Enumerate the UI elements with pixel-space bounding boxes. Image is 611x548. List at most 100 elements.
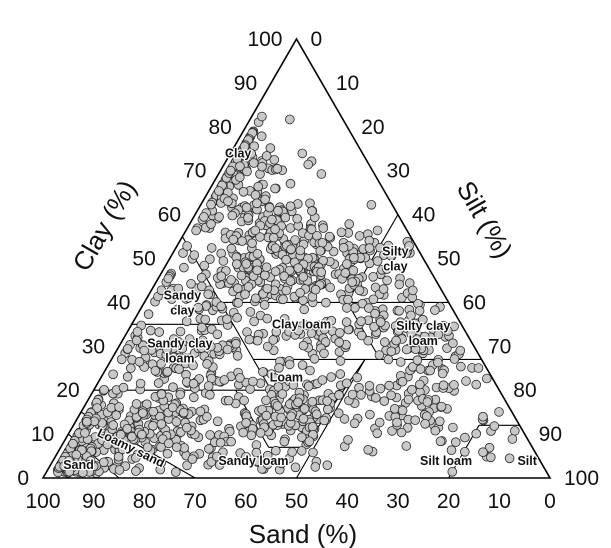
- data-point-532: [245, 307, 256, 317]
- data-point-1074: [270, 445, 281, 456]
- data-point-1346: [455, 345, 466, 356]
- data-point-274: [307, 206, 317, 216]
- data-point-655: [334, 327, 345, 338]
- data-point-1374: [415, 364, 426, 374]
- region-label-silty-clay-loam: Silty clay loam: [396, 319, 450, 348]
- data-point-1388: [507, 434, 518, 444]
- data-point-780: [139, 345, 150, 356]
- data-point-1169: [113, 451, 124, 462]
- clay-tick-9: 90: [234, 72, 257, 95]
- data-point-1257: [78, 467, 88, 478]
- data-point-389: [378, 284, 389, 294]
- data-point-1197: [137, 429, 147, 440]
- data-point-1068: [223, 395, 234, 406]
- data-point-1053: [150, 365, 161, 376]
- data-point-936: [298, 413, 309, 424]
- data-point-1322: [446, 445, 457, 456]
- data-point-359: [317, 238, 328, 248]
- data-point-484: [293, 263, 304, 273]
- data-points: [52, 111, 520, 479]
- data-point-778: [206, 341, 216, 352]
- data-point-1370: [494, 407, 504, 417]
- data-point-695: [156, 285, 167, 296]
- data-point-534: [163, 273, 174, 284]
- data-point-1318: [447, 466, 458, 477]
- region-label-silty-clay: Silty clay: [382, 244, 408, 273]
- data-point-140: [178, 248, 188, 258]
- data-point-285: [295, 245, 306, 256]
- data-point-535: [173, 283, 184, 294]
- data-point-227: [344, 219, 355, 229]
- data-point-673: [319, 324, 330, 335]
- data-point-725: [231, 338, 241, 349]
- clay-tick-7: 70: [183, 160, 206, 183]
- data-point-939: [276, 412, 286, 423]
- data-point-449: [316, 267, 327, 278]
- data-point-445: [236, 270, 247, 281]
- data-point-1172: [122, 423, 133, 434]
- data-point-1087: [118, 382, 129, 393]
- clay-tick-10: 100: [247, 28, 282, 51]
- data-point-295: [255, 232, 265, 242]
- silt-tick-6: 60: [463, 291, 486, 314]
- data-point-492: [250, 293, 261, 304]
- data-point-740: [222, 344, 233, 355]
- data-point-1415: [310, 462, 321, 472]
- data-point-572: [449, 321, 459, 332]
- data-point-1394: [162, 448, 173, 459]
- data-point-938: [304, 436, 315, 447]
- data-point-526: [222, 314, 232, 325]
- data-point-645: [271, 326, 282, 337]
- data-point-287: [286, 244, 296, 255]
- data-point-429: [285, 276, 296, 286]
- data-point-839: [273, 382, 284, 392]
- data-point-1185: [108, 420, 118, 430]
- data-point-641: [268, 335, 279, 345]
- data-point-226: [264, 202, 275, 213]
- data-point-1368: [449, 380, 459, 390]
- silt-tick-8: 80: [513, 379, 536, 402]
- data-point-485: [347, 277, 358, 287]
- data-point-308: [247, 238, 257, 249]
- data-point-902: [272, 401, 283, 411]
- data-point-1391: [163, 438, 174, 449]
- data-point-499: [295, 287, 305, 298]
- data-point-1337: [435, 436, 446, 447]
- sand-tick-7: 70: [183, 490, 206, 513]
- data-point-1323: [389, 403, 400, 414]
- data-point-1021: [108, 369, 118, 380]
- data-point-870: [307, 396, 318, 407]
- silt-tick-3: 30: [387, 160, 410, 183]
- data-point-929: [319, 415, 330, 426]
- data-point-1315: [347, 389, 358, 400]
- data-point-913: [296, 432, 307, 443]
- data-point-1081: [202, 411, 212, 422]
- data-point-771: [143, 309, 154, 320]
- data-point-1378: [436, 401, 447, 412]
- data-point-1193: [171, 442, 182, 453]
- data-point-530: [197, 322, 207, 333]
- data-point-119: [270, 183, 280, 194]
- data-point-1354: [386, 390, 396, 401]
- data-point-1382: [485, 452, 496, 463]
- data-point-785: [173, 336, 183, 347]
- data-point-1352: [473, 363, 484, 373]
- data-point-272: [281, 254, 291, 265]
- clay-tick-4: 40: [107, 291, 130, 314]
- data-point-1331: [379, 396, 390, 406]
- data-point-766: [212, 329, 223, 340]
- region-label-clay-loam: Clay loam: [272, 318, 331, 332]
- data-point-1383: [471, 428, 482, 439]
- data-point-335: [372, 256, 383, 266]
- data-point-669: [341, 317, 352, 327]
- data-point-931: [286, 411, 296, 422]
- data-point-44: [297, 148, 308, 159]
- data-point-126: [316, 169, 327, 179]
- data-point-1341: [434, 416, 445, 427]
- data-point-127: [225, 165, 236, 176]
- data-point-821: [284, 359, 295, 370]
- data-point-589: [383, 354, 394, 365]
- data-point-1282: [372, 428, 383, 439]
- data-point-284: [260, 194, 270, 205]
- sand-tick-3: 30: [386, 490, 409, 513]
